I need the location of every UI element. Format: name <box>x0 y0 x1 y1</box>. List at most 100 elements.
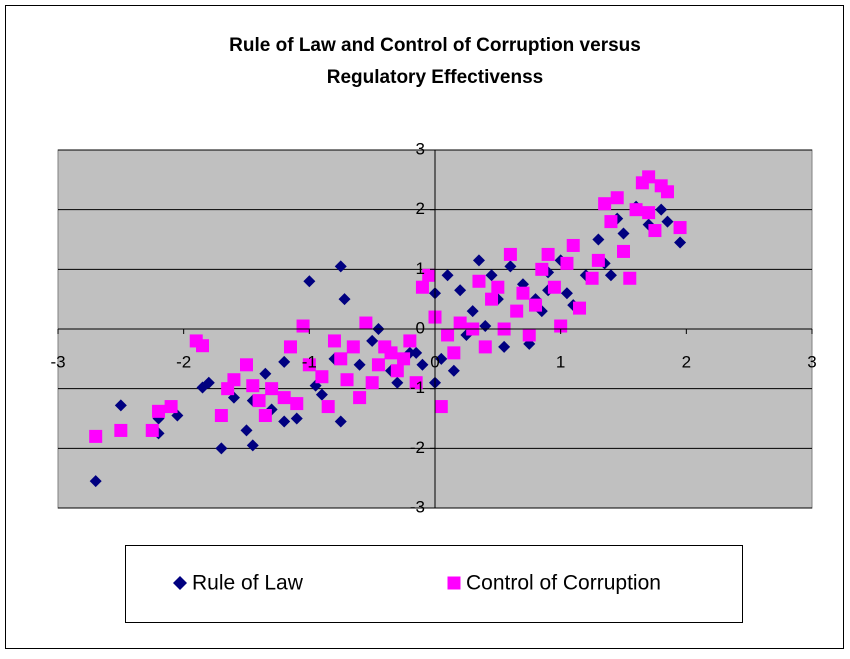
point <box>334 352 348 366</box>
point <box>302 358 316 372</box>
y-tick-label: 3 <box>416 139 425 158</box>
y-tick-label: 2 <box>416 199 425 218</box>
point <box>366 334 379 347</box>
point <box>277 391 291 405</box>
point <box>359 316 373 330</box>
point <box>674 236 687 249</box>
x-tick-label: -3 <box>50 352 65 371</box>
point <box>278 415 291 428</box>
point <box>504 260 517 273</box>
point <box>338 293 351 306</box>
point <box>353 391 367 405</box>
point <box>591 253 605 267</box>
legend <box>125 545 743 623</box>
point <box>604 215 618 229</box>
point <box>89 475 102 488</box>
point <box>290 412 303 425</box>
point <box>89 429 103 443</box>
point <box>617 227 630 240</box>
point <box>145 423 159 437</box>
point <box>660 185 674 199</box>
point <box>434 400 448 414</box>
point <box>435 352 448 365</box>
point <box>472 274 486 288</box>
point <box>327 334 341 348</box>
point <box>642 170 656 184</box>
point <box>283 340 297 354</box>
point <box>114 399 127 412</box>
point <box>655 203 668 216</box>
point <box>610 191 624 205</box>
legend-label: Control of Corruption <box>466 572 661 595</box>
point <box>202 376 215 389</box>
point <box>472 254 485 267</box>
point <box>592 233 605 246</box>
point <box>503 247 517 261</box>
point <box>321 400 335 414</box>
point <box>410 346 423 359</box>
y-tick-label: 0 <box>416 318 425 337</box>
x-tick-label: -2 <box>176 352 191 371</box>
point <box>498 340 511 353</box>
point <box>164 400 178 414</box>
point <box>215 442 228 455</box>
point <box>240 358 253 372</box>
point <box>403 334 417 348</box>
point <box>152 404 166 418</box>
x-tick-label: -1 <box>302 352 317 371</box>
point <box>629 203 643 217</box>
point <box>246 439 259 452</box>
legend-marker <box>173 576 187 590</box>
chart-title: Regulatory Effectivenss <box>327 67 543 88</box>
y-tick-label: -1 <box>410 378 425 397</box>
point <box>478 340 492 354</box>
point <box>390 364 404 378</box>
point <box>453 316 467 330</box>
point <box>278 355 291 368</box>
legend-items: Rule of Law Control of Corruption <box>173 572 661 595</box>
point <box>422 268 436 282</box>
point <box>371 358 385 372</box>
point <box>510 304 524 318</box>
point <box>353 358 366 371</box>
y-tick-label: -2 <box>410 438 425 457</box>
point <box>541 247 555 261</box>
point <box>447 364 460 377</box>
point <box>340 373 354 387</box>
point <box>466 305 479 318</box>
x-tick-label: 2 <box>682 352 691 371</box>
point <box>334 260 347 273</box>
point <box>535 262 549 276</box>
point <box>196 339 210 353</box>
point <box>246 379 260 393</box>
point <box>529 298 543 312</box>
point <box>214 409 228 423</box>
point <box>560 287 573 300</box>
point <box>265 382 279 396</box>
point <box>642 206 656 220</box>
point <box>290 397 304 411</box>
x-tick-label: 3 <box>807 352 816 371</box>
point <box>573 301 587 315</box>
point <box>566 238 580 252</box>
x-tick-label: 1 <box>556 352 565 371</box>
point <box>409 376 423 390</box>
point <box>491 280 505 294</box>
legend-marker <box>447 576 461 590</box>
point <box>391 376 404 389</box>
point <box>296 319 310 333</box>
y-tick-label: -3 <box>410 497 425 516</box>
point <box>252 394 266 408</box>
point <box>441 328 455 342</box>
point <box>114 423 128 437</box>
point <box>454 284 467 297</box>
point <box>485 292 499 306</box>
point <box>415 280 429 294</box>
point <box>447 346 461 360</box>
point <box>334 415 347 428</box>
point <box>661 215 674 228</box>
point <box>648 224 662 238</box>
point <box>416 358 429 371</box>
